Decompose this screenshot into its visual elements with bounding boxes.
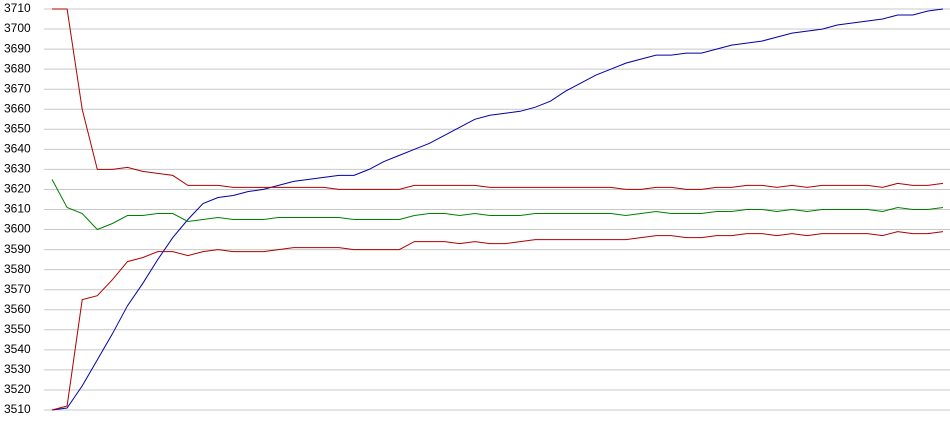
line-series — [51, 8, 944, 411]
y-tick-label: 3600 — [4, 222, 31, 236]
y-tick-label: 3690 — [4, 41, 31, 55]
line-series — [51, 179, 944, 231]
y-tick-label: 3550 — [4, 322, 31, 336]
y-tick-label: 3570 — [4, 282, 31, 296]
y-tick-label: 3630 — [4, 162, 31, 176]
y-tick-label: 3660 — [4, 101, 31, 115]
y-tick-label: 3650 — [4, 121, 31, 135]
y-tick-label: 3580 — [4, 262, 31, 276]
y-tick-label: 3640 — [4, 142, 31, 156]
y-tick-label: 3590 — [4, 242, 31, 256]
y-tick-label: 3680 — [4, 61, 31, 75]
y-tick-label: 3670 — [4, 81, 31, 95]
line-series — [52, 8, 944, 190]
y-tick-label: 3620 — [4, 182, 31, 196]
y-tick-label: 3610 — [4, 202, 31, 216]
y-tick-label: 3710 — [4, 1, 31, 15]
y-tick-label: 3700 — [4, 21, 31, 35]
y-tick-label: 3510 — [4, 402, 31, 416]
y-tick-label: 3540 — [4, 342, 31, 356]
y-tick-label: 3520 — [4, 382, 31, 396]
line-series — [51, 231, 944, 411]
y-tick-label: 3530 — [4, 362, 31, 376]
y-tick-label: 3560 — [4, 302, 31, 316]
